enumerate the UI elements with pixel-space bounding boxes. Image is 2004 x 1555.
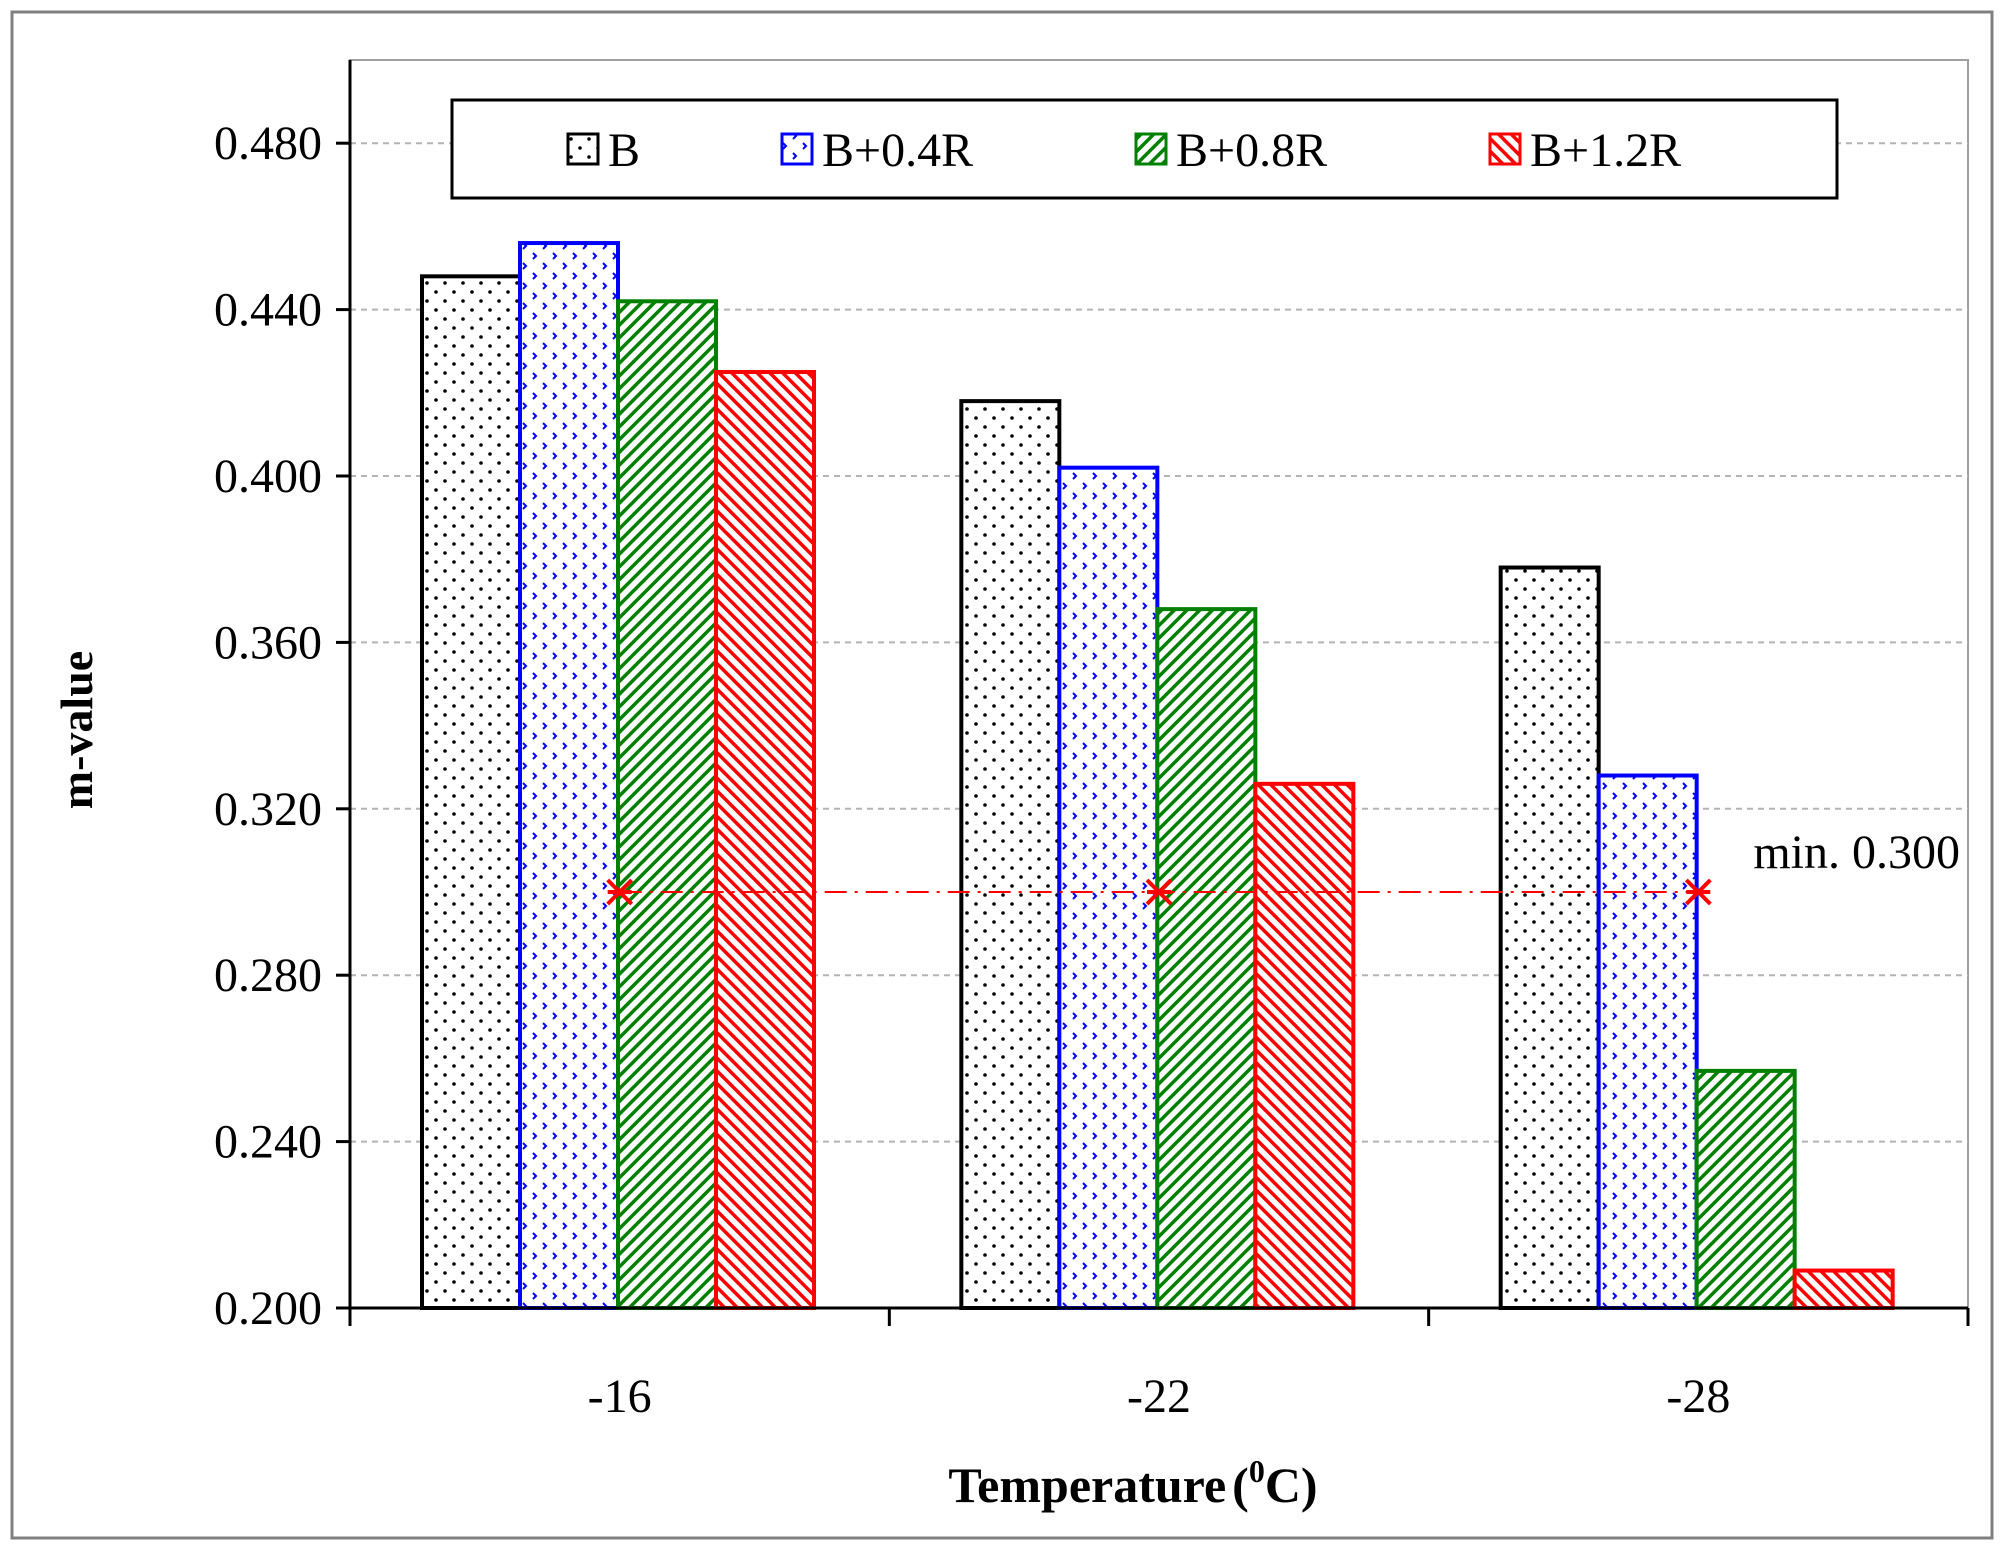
- x-axis-title-unit-close: C): [1265, 1457, 1318, 1513]
- y-tick-label: 0.240: [214, 1116, 322, 1169]
- bar-b-minus16: [420, 274, 522, 1311]
- bar-b-0-4r-minus22: [1057, 465, 1160, 1310]
- y-tick-label: 0.480: [214, 117, 322, 170]
- y-axis-title: m-value: [51, 651, 102, 809]
- legend-label-b-1-2r: B+1.2R: [1530, 124, 1681, 177]
- bars-group: [420, 241, 1895, 1311]
- bar-b-minus22: [959, 399, 1062, 1310]
- threshold-label: min. 0.300: [1753, 826, 1960, 879]
- threshold-marker: [606, 878, 634, 906]
- bar-b-0-4r-minus16: [518, 241, 620, 1310]
- y-tick-label: 0.400: [214, 450, 322, 503]
- bar-b-0-4r-minus28: [1596, 773, 1699, 1310]
- x-axis-title-unit-sup: 0: [1249, 1453, 1265, 1489]
- axes-group: 0.200 0.240 0.280 0.320 0.360 0.400 0.440 0.480…: [214, 60, 1970, 1423]
- y-tick-label: 0.280: [214, 949, 322, 1002]
- legend-label-b-0-8r: B+0.8R: [1176, 124, 1327, 177]
- legend: B B+0.4R B+0.8R B+1.2R: [450, 98, 1839, 200]
- x-axis-title-unit-open: (: [1232, 1457, 1249, 1513]
- bar-b-0-8r-minus28: [1694, 1068, 1797, 1310]
- y-tick-label: 0.440: [214, 284, 322, 337]
- bar-b-0-8r-minus16: [616, 299, 718, 1310]
- x-axis-title-main: Temperature: [948, 1457, 1226, 1513]
- x-tick-label: -28: [1666, 1370, 1730, 1423]
- threshold-marker: [1684, 878, 1712, 906]
- x-tick-label: -22: [1127, 1370, 1191, 1423]
- y-tick-label: 0.200: [214, 1282, 322, 1335]
- y-tick-label: 0.320: [214, 783, 322, 836]
- bar-b-0-8r-minus22: [1155, 607, 1258, 1310]
- bar-b-1-2r-minus16: [714, 370, 816, 1310]
- bar-b-1-2r-minus28: [1792, 1268, 1895, 1311]
- legend-label-b: B: [608, 124, 640, 177]
- x-axis-title: Temperature (0C): [948, 1453, 1317, 1513]
- legend-swatch-b-0-8r: [1134, 132, 1168, 166]
- legend-swatch-b-0-4r: [780, 132, 814, 166]
- y-tick-label: 0.360: [214, 616, 322, 669]
- threshold-group: min. 0.300: [606, 826, 1960, 906]
- bar-b-1-2r-minus22: [1253, 781, 1356, 1310]
- x-tick-label: -16: [588, 1370, 652, 1423]
- legend-swatch-b: [566, 132, 600, 166]
- threshold-marker: [1145, 878, 1173, 906]
- legend-label-b-0-4r: B+0.4R: [822, 124, 973, 177]
- bar-b-minus28: [1498, 565, 1601, 1310]
- legend-swatch-b-1-2r: [1488, 132, 1522, 166]
